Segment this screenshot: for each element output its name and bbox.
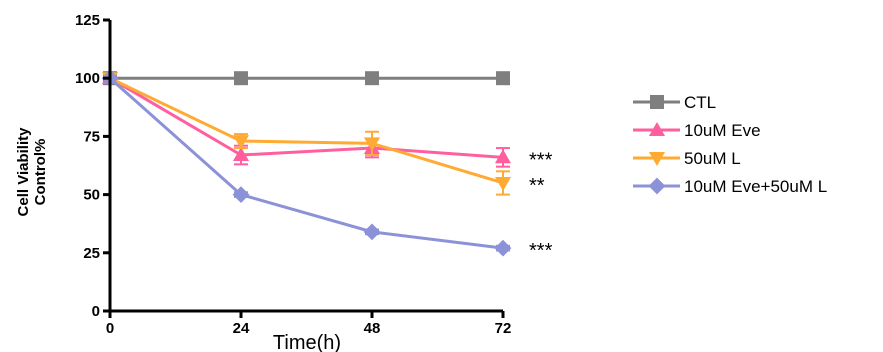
legend-label: CTL — [684, 93, 716, 112]
series-4: *** — [101, 69, 553, 262]
data-point — [365, 71, 379, 86]
y-tick-label: 25 — [83, 245, 100, 262]
series-3: ** — [101, 72, 545, 197]
legend-entry-3: 50uM L — [633, 149, 741, 168]
data-point — [232, 146, 250, 161]
series-line — [109, 76, 504, 159]
legend-marker — [650, 95, 664, 109]
data-point — [494, 149, 512, 164]
legend-label: 50uM L — [684, 149, 741, 168]
data-point — [232, 186, 250, 203]
data-point — [232, 135, 250, 150]
data-point — [363, 223, 381, 241]
legend-entry-2: 10uM Eve — [633, 121, 761, 140]
y-tick-label: 125 — [75, 12, 100, 29]
legend-marker — [648, 177, 666, 195]
data-point — [494, 239, 512, 257]
y-tick-label: 100 — [75, 70, 100, 87]
y-tick-label: 50 — [83, 187, 100, 204]
x-tick-label: 0 — [106, 320, 114, 337]
series-2: *** — [101, 70, 553, 171]
series-1 — [103, 71, 510, 86]
x-tick-label: 48 — [364, 320, 381, 337]
y-axis-title: Cell Viability Control% — [15, 127, 49, 217]
legend-label: 10uM Eve — [684, 121, 761, 140]
data-point — [494, 177, 512, 192]
data-point — [363, 137, 381, 152]
x-tick-label: 72 — [495, 320, 512, 337]
legend-marker — [648, 121, 666, 136]
series-line — [109, 77, 504, 250]
legend-label: 10uM Eve+50uM L — [684, 177, 827, 196]
y-axis-title-line-2: Control% — [32, 139, 49, 206]
data-point — [234, 71, 248, 86]
y-axis-title-line-1: Cell Viability — [15, 127, 32, 217]
legend-entry-1: CTL — [633, 93, 716, 112]
series-line — [109, 76, 504, 185]
x-axis-title: Time(h) — [273, 332, 341, 352]
y-tick-label: 0 — [92, 303, 100, 320]
x-tick-label: 24 — [233, 320, 250, 337]
significance-label: *** — [529, 240, 553, 262]
significance-label: ** — [529, 175, 545, 197]
legend-marker — [648, 152, 666, 167]
legend-entry-4: 10uM Eve+50uM L — [633, 177, 827, 196]
y-tick-label: 75 — [83, 128, 100, 145]
significance-label: *** — [529, 149, 553, 171]
data-point — [496, 71, 510, 86]
